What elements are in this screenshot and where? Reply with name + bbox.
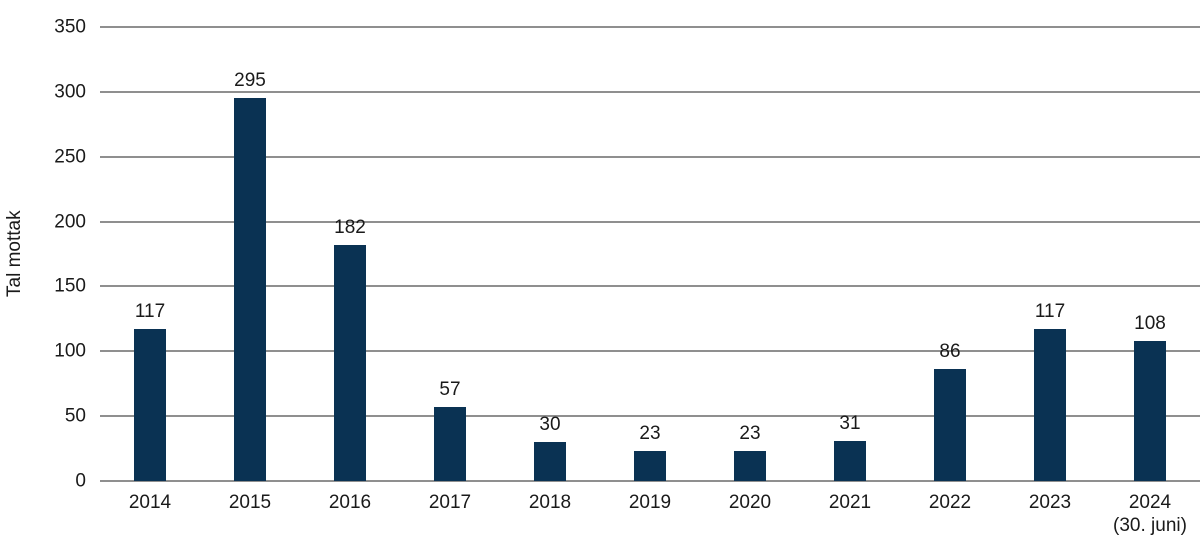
gridline: [100, 155, 1200, 158]
bar-group: 86 2022: [900, 27, 1000, 513]
bar-value-label: 23: [639, 423, 661, 445]
x-tick-label: 2016: [300, 491, 400, 514]
bar-value-label: 117: [134, 301, 166, 323]
x-tick-label: 2020: [700, 491, 800, 514]
bar-group: 57 2017: [400, 27, 500, 513]
bar: [334, 244, 366, 481]
x-tick-year: 2020: [728, 492, 772, 513]
bar-group: 117 2014: [100, 27, 200, 513]
y-tick-label: 350: [54, 16, 86, 38]
gridline: [100, 220, 1200, 223]
y-tick-label: 150: [54, 275, 86, 297]
bar-group: 23 2020: [700, 27, 800, 513]
bar-value-label: 182: [334, 216, 366, 238]
gridline: [100, 90, 1200, 93]
gridline: [100, 415, 1200, 418]
bar-group: 23 2019: [600, 27, 700, 513]
bar: [834, 440, 866, 481]
bar: [534, 442, 566, 481]
y-tick-label: 250: [54, 146, 86, 168]
x-tick-year: 2015: [228, 492, 272, 513]
bar: [234, 98, 266, 481]
x-tick-label: 2018: [500, 491, 600, 514]
bar: [734, 451, 766, 481]
bar: [634, 451, 666, 481]
x-tick-label: 2017: [400, 491, 500, 514]
bar-value-label: 86: [939, 341, 961, 363]
bar-value-label: 57: [439, 379, 461, 401]
bar-value-label: 295: [234, 70, 266, 92]
bar-value-label: 117: [1034, 301, 1066, 323]
x-tick-label: 2014: [100, 491, 200, 514]
x-tick-year: 2018: [528, 492, 572, 513]
x-tick-year: 2024: [1128, 492, 1172, 513]
x-tick-label: 2019: [600, 491, 700, 514]
x-tick-year: 2022: [928, 492, 972, 513]
x-tick-year: 2016: [328, 492, 372, 513]
bar: [1134, 340, 1166, 481]
x-tick-year: 2023: [1028, 492, 1072, 513]
y-axis: 0 50 100 150 200 250 300 350: [30, 18, 86, 491]
y-tick-label: 300: [54, 81, 86, 103]
y-tick-label: 0: [75, 470, 86, 492]
bar: [934, 369, 966, 481]
x-tick-year: 2017: [428, 492, 472, 513]
gridline: [100, 26, 1200, 28]
x-tick-year: 2019: [628, 492, 672, 513]
bar-value-label: 31: [839, 412, 861, 434]
x-tick-label: 2024 (30. juni): [1100, 491, 1200, 537]
bar-group: 108 2024 (30. juni): [1100, 27, 1200, 536]
y-tick-label: 100: [54, 340, 86, 362]
y-tick-label: 200: [54, 211, 86, 233]
bar: [134, 329, 166, 481]
x-tick-note: (30. juni): [1113, 515, 1187, 536]
bar-group: 182 2016: [300, 27, 400, 513]
gridline: [100, 350, 1200, 353]
x-tick-year: 2021: [828, 492, 872, 513]
x-tick-label: 2022: [900, 491, 1000, 514]
bar-value-label: 108: [1134, 312, 1166, 334]
gridline: [100, 480, 1200, 482]
plot-area: 117 2014 295 2015 182 2016 57 2017 30 2018 23 2019 2…: [100, 26, 1200, 536]
bar-value-label: 23: [739, 423, 761, 445]
gridline: [100, 285, 1200, 288]
y-axis-title: Tal mottak: [4, 210, 25, 298]
x-tick-label: 2023: [1000, 491, 1100, 514]
bar-group: 117 2023: [1000, 27, 1100, 513]
y-tick-label: 50: [64, 405, 86, 427]
bar-group: 31 2021: [800, 27, 900, 513]
x-tick-label: 2015: [200, 491, 300, 514]
bar: [1034, 329, 1066, 481]
bar: [434, 407, 466, 481]
bar-value-label: 30: [539, 414, 561, 436]
bar-group: 295 2015: [200, 27, 300, 513]
x-tick-year: 2014: [128, 492, 172, 513]
x-tick-label: 2021: [800, 491, 900, 514]
bar-group: 30 2018: [500, 27, 600, 513]
